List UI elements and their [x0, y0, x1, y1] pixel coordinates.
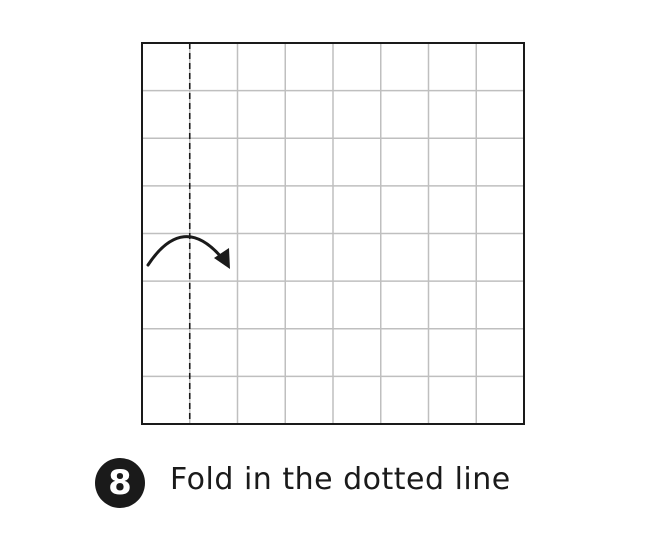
step-number-badge: 8	[95, 458, 145, 508]
fold-arrow-icon	[146, 235, 230, 269]
step-instruction: Fold in the dotted line	[170, 462, 511, 497]
step-number: 8	[108, 463, 132, 503]
paper-square	[141, 42, 525, 425]
paper-grid	[142, 43, 524, 424]
